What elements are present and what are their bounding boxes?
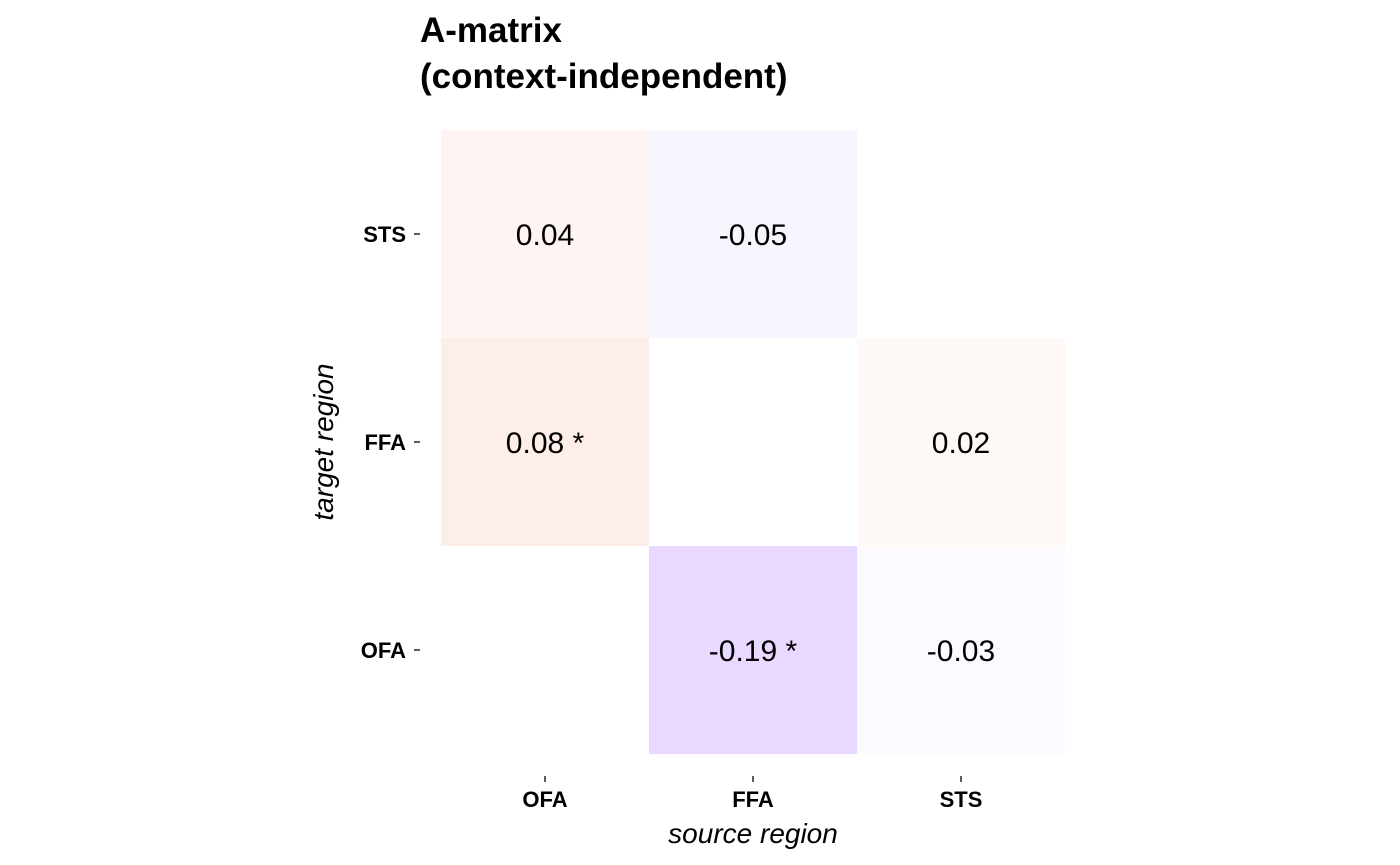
x-tick-label-ofa: OFA <box>522 787 567 812</box>
x-tick-label-ffa: FFA <box>732 787 774 812</box>
heatmap-cells <box>441 130 1065 754</box>
x-axis: OFA FFA STS <box>522 776 982 812</box>
heatmap-cell-labels: 0.04 -0.05 0.08 * 0.02 -0.19 * -0.03 <box>506 219 995 668</box>
chart-title-line-1: A-matrix <box>420 11 563 50</box>
cell-value-label: 0.02 <box>932 427 990 460</box>
heatmap-cell-ofa-to-ffa <box>441 338 649 546</box>
y-axis: OFA FFA STS <box>361 222 420 663</box>
cell-value-label: 0.04 <box>516 219 574 252</box>
heatmap-cell-sts-to-ffa <box>857 338 1065 546</box>
y-tick-label-sts: STS <box>363 222 406 247</box>
heatmap-cell-sts-to-ofa <box>857 546 1065 754</box>
y-tick-label-ofa: OFA <box>361 638 406 663</box>
y-tick-label-ffa: FFA <box>364 430 406 455</box>
heatmap-cell-ofa-to-sts <box>441 130 649 338</box>
cell-value-label: 0.08 * <box>506 427 585 460</box>
cell-value-label: -0.03 <box>927 635 995 668</box>
y-axis-title: target region <box>308 363 339 520</box>
heatmap-cell-ffa-to-sts <box>649 130 857 338</box>
chart-title: A-matrix (context-independent) <box>420 11 787 96</box>
x-tick-label-sts: STS <box>940 787 983 812</box>
cell-value-label: -0.05 <box>719 219 787 252</box>
chart-title-line-2: (context-independent) <box>420 57 787 96</box>
heatmap-cell-ffa-to-ofa <box>649 546 857 754</box>
x-axis-title: source region <box>668 818 838 849</box>
cell-value-label: -0.19 * <box>709 635 798 668</box>
